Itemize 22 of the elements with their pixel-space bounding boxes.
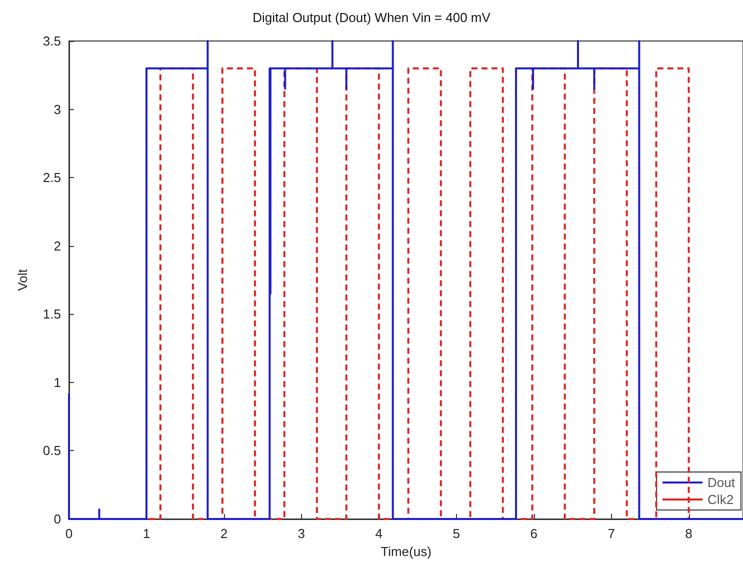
y-tick-label: 2 [54,238,61,254]
x-tick-label: 6 [530,526,538,541]
x-tick-label: 0 [65,526,73,541]
x-tick-label: 1 [142,526,150,541]
x-tick-label: 4 [375,526,382,541]
y-tick-label: 3 [54,102,61,117]
legend-label: Clk2 [708,492,734,507]
y-tick-label: 1.5 [42,306,61,322]
y-tick-label: 2.5 [42,170,61,186]
chart-title: Digital Output (Dout) When Vin = 400 mV [252,10,491,25]
y-tick-label: 1 [54,374,61,390]
x-tick-label: 2 [220,526,228,541]
y-axis-title: Volt [15,268,30,291]
legend-label: Dout [708,475,736,490]
x-tick-label: 5 [452,526,460,541]
x-tick-label: 3 [298,526,306,541]
x-tick-label: 8 [685,526,692,541]
x-axis-title: Time(us) [380,544,432,559]
y-tick-label: 0.5 [42,443,61,458]
x-tick-label: 7 [608,526,615,541]
y-tick-label: 0 [54,512,61,526]
y-tick-label: 3.5 [42,34,61,48]
